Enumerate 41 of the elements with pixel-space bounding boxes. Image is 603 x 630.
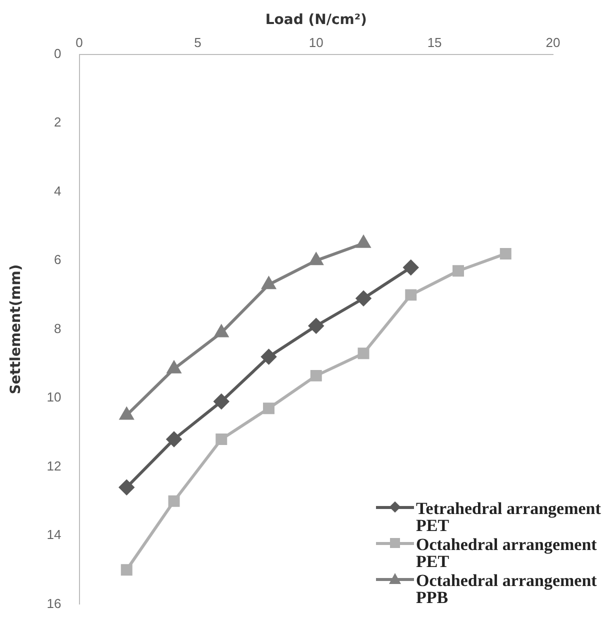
x-tick-label: 15 (427, 35, 442, 50)
legend-label: Octahedral arrangement PPB (416, 571, 598, 607)
x-tick-label: 0 (76, 35, 83, 50)
point (263, 402, 274, 414)
point (262, 277, 276, 290)
point (356, 290, 372, 306)
x-tick-label: 20 (546, 35, 560, 50)
legend-label: Tetrahedral arrangement PET (416, 499, 601, 535)
point (167, 361, 181, 374)
y-tick-label: 14 (46, 527, 62, 542)
point (358, 348, 370, 360)
x-axis-title: Load (N/cm²) (265, 12, 367, 28)
point (216, 434, 228, 446)
point (166, 432, 182, 447)
point (405, 289, 417, 301)
point (500, 248, 512, 260)
point (120, 408, 134, 420)
point (452, 265, 464, 277)
y-axis-title: Settlement(mm) (8, 264, 24, 394)
y-tick-label: 8 (54, 320, 62, 336)
point (309, 253, 323, 266)
y-tick-label: 10 (46, 390, 62, 405)
y-tick-label: 4 (54, 183, 62, 198)
legend-label: Octahedral arrangement PET (416, 535, 598, 571)
point (310, 370, 322, 382)
y-tick-label: 6 (54, 252, 62, 268)
point (168, 495, 180, 507)
y-tick-label: 2 (54, 114, 62, 130)
point (308, 318, 324, 334)
point (214, 325, 228, 338)
y-tick-label: 16 (46, 596, 62, 611)
x-tick-label: 10 (308, 35, 324, 50)
point (403, 260, 418, 275)
y-tick-label: 12 (46, 458, 62, 474)
point (214, 394, 229, 409)
point (261, 349, 276, 364)
point (119, 480, 134, 495)
y-tick-label: 0 (54, 46, 62, 61)
point (120, 564, 132, 576)
point (356, 236, 370, 248)
x-tick-label: 5 (194, 35, 202, 50)
